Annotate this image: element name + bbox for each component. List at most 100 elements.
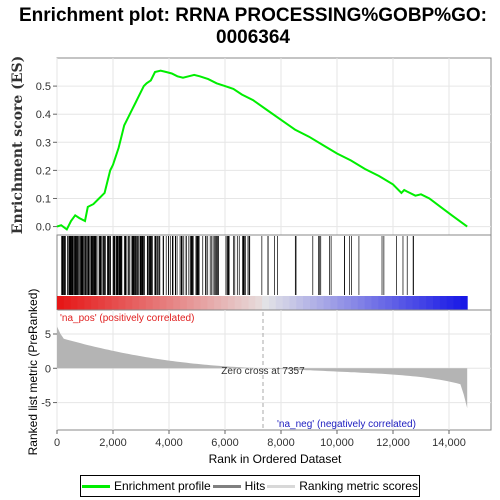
colorbar-segment xyxy=(337,296,345,310)
es-tick-label: 0.5 xyxy=(36,81,51,93)
colorbar-segment xyxy=(186,296,195,310)
es-tick-label: 0.1 xyxy=(36,193,51,205)
metric-gridlines xyxy=(56,310,491,430)
pos-label: 'na_pos' (positively correlated) xyxy=(60,313,194,324)
colorbar-segment xyxy=(63,296,72,310)
enrichment-plot: Enrichment plot: RRNA PROCESSING%GOBP%GO… xyxy=(10,5,492,466)
colorbar-segment xyxy=(214,296,222,310)
x-axis-label: Rank in Ordered Dataset xyxy=(209,452,342,466)
colorbar-segment xyxy=(234,296,243,310)
colorbar-segment xyxy=(289,296,297,310)
colorbar-segment xyxy=(316,296,325,310)
colorbar-segment xyxy=(159,296,167,310)
x-ticks: 0 2,000 4,000 6,000 8,000 10,000 12,000 14,000 xyxy=(54,430,466,449)
colorbar-segment xyxy=(296,296,304,310)
colorbar-segment xyxy=(453,296,461,310)
colorbar-segment xyxy=(405,296,414,310)
colorbar-segment xyxy=(70,296,79,310)
metric-area xyxy=(57,326,468,409)
colorbar-segment xyxy=(446,296,455,310)
colorbar-segment xyxy=(104,296,113,310)
legend-swatch-es xyxy=(81,484,110,488)
colorbar-segment xyxy=(309,296,318,310)
colorbar-segment xyxy=(145,296,154,310)
colorbar-segment xyxy=(180,296,188,310)
metric-tick-label: 0 xyxy=(45,363,51,375)
colorbar-segment xyxy=(426,296,434,310)
colorbar-segment xyxy=(303,296,311,310)
legend-label-hits: Hits xyxy=(244,479,266,493)
es-tick-label: 0.0 xyxy=(36,222,51,234)
legend-label-es: Enrichment profile xyxy=(113,479,211,493)
colorbar-segment xyxy=(84,296,92,310)
colorbar-segment xyxy=(385,296,393,310)
es-tick-label: 0.3 xyxy=(36,137,51,149)
es-y-axis-label: Enrichment score (ES) xyxy=(10,56,26,234)
legend-item-es: Enrichment profile xyxy=(81,479,211,493)
colorbar-segment xyxy=(241,296,249,310)
colorbar-segment xyxy=(173,296,181,310)
x-tick-label: 4,000 xyxy=(155,437,183,449)
colorbar-segment xyxy=(460,296,468,310)
x-tick-label: 8,000 xyxy=(267,437,295,449)
hit-marks xyxy=(61,236,414,295)
colorbar-segment xyxy=(193,296,202,310)
chart-title-line-1: Enrichment plot: RRNA PROCESSING%GOBP%GO… xyxy=(19,5,487,26)
colorbar-segment xyxy=(152,296,161,310)
colorbar-segment xyxy=(255,296,263,310)
colorbar-segment xyxy=(371,296,379,310)
colorbar-segment xyxy=(111,296,120,310)
colorbar-segment xyxy=(350,296,359,310)
colorbar-segment xyxy=(357,296,366,310)
metric-tick-label: -5 xyxy=(41,398,51,410)
colorbar-segment xyxy=(275,296,284,310)
colorbar-segment xyxy=(207,296,215,310)
colorbar-segment xyxy=(57,296,65,310)
colorbar-segment xyxy=(378,296,386,310)
metric-tick-label: 5 xyxy=(45,329,51,341)
es-tick-label: 0.4 xyxy=(36,109,51,121)
colorbar-segment xyxy=(419,296,427,310)
colorbar-segment xyxy=(262,296,270,310)
colorbar-segment xyxy=(91,296,99,310)
legend-label-metric: Ranking metric scores xyxy=(299,479,418,493)
colorbar-segment xyxy=(344,296,352,310)
neg-label: 'na_neg' (negatively correlated) xyxy=(277,419,416,430)
colorbar-segment xyxy=(268,296,277,310)
x-tick-label: 0 xyxy=(54,437,60,449)
legend-swatch-metric xyxy=(267,484,296,488)
colorbar-segment xyxy=(398,296,407,310)
colorbar-segment xyxy=(227,296,236,310)
x-tick-label: 12,000 xyxy=(376,437,410,449)
colorbar-segment xyxy=(248,296,256,310)
colorbar-segment xyxy=(439,296,448,310)
colorbar-segment xyxy=(221,296,229,310)
x-tick-label: 14,000 xyxy=(432,437,466,449)
colorbar-segment xyxy=(125,296,133,310)
chart-title-line-2: 0006364 xyxy=(216,27,290,48)
es-tick-label: 0.2 xyxy=(36,165,51,177)
colorbar-segment xyxy=(364,296,372,310)
colorbar-segment xyxy=(132,296,140,310)
x-tick-label: 2,000 xyxy=(99,437,127,449)
rank-colorbar xyxy=(57,296,468,310)
colorbar-segment xyxy=(282,296,290,310)
metric-y-ticks: 5 0 -5 xyxy=(41,329,57,410)
colorbar-segment xyxy=(323,296,331,310)
legend-item-hits: Hits xyxy=(212,479,266,493)
es-y-ticks: 0.0 0.1 0.2 0.3 0.4 0.5 xyxy=(36,81,57,234)
legend-swatch-hits xyxy=(212,484,241,488)
colorbar-segment xyxy=(433,296,441,310)
colorbar-segment xyxy=(98,296,106,310)
colorbar-segment xyxy=(139,296,147,310)
colorbar-segment xyxy=(166,296,174,310)
x-tick-label: 6,000 xyxy=(211,437,239,449)
colorbar-segment xyxy=(77,296,85,310)
legend: Enrichment profile Hits Ranking metric s… xyxy=(80,475,420,497)
es-line xyxy=(56,69,468,231)
legend-item-metric: Ranking metric scores xyxy=(267,479,418,493)
colorbar-segment xyxy=(118,296,126,310)
metric-y-axis-label: Ranked list metric (PreRanked) xyxy=(26,289,40,456)
x-tick-label: 10,000 xyxy=(320,437,354,449)
colorbar-segment xyxy=(412,296,420,310)
